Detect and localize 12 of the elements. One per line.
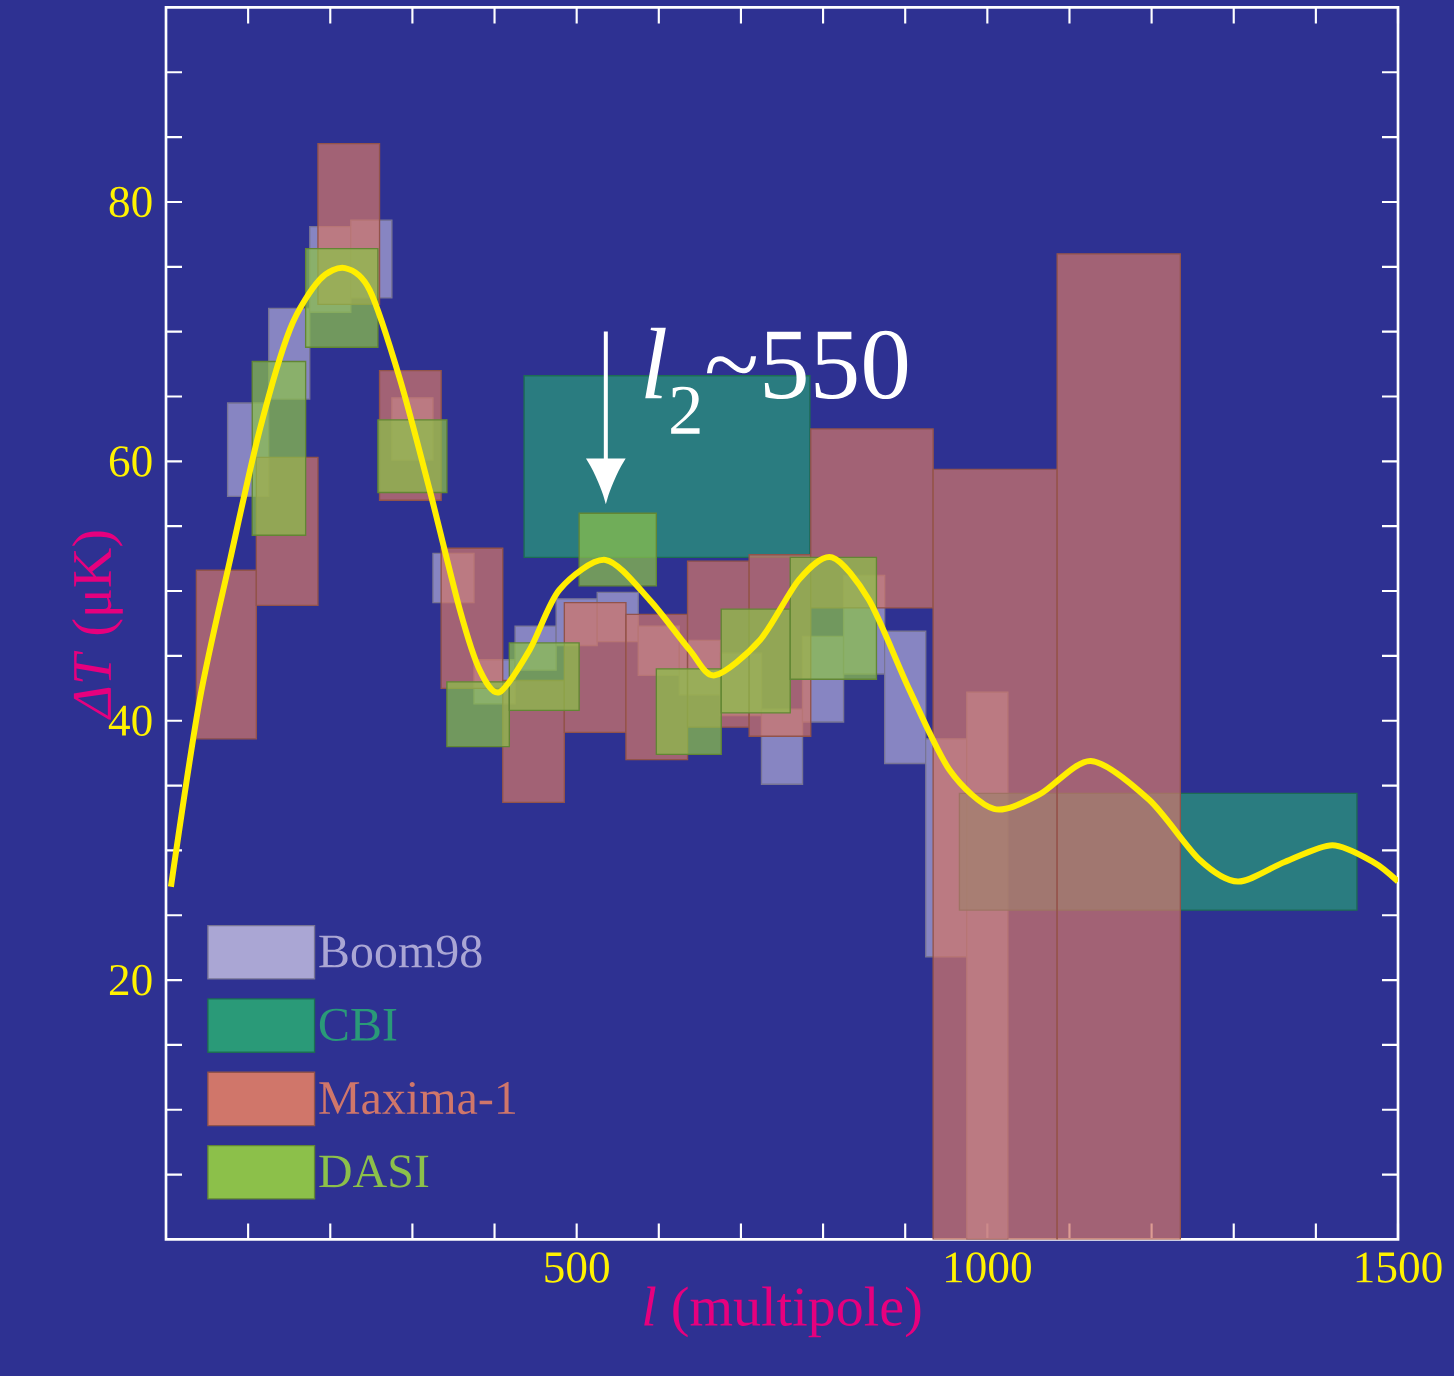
legend-label: Maxima-1 bbox=[319, 1082, 515, 1115]
y-tick-label: 20 bbox=[109, 964, 152, 996]
x-axis-title: l (multipole) bbox=[644, 1286, 921, 1338]
x-tick-label: 1000 bbox=[946, 1252, 1031, 1283]
legend-label: Boom98 bbox=[319, 935, 482, 968]
legend-label: CBI bbox=[319, 1008, 397, 1041]
legend-label: DASI bbox=[319, 1155, 429, 1188]
y-tick-label: 80 bbox=[109, 186, 152, 218]
x-tick-label: 500 bbox=[545, 1252, 609, 1283]
x-tick-label: 1500 bbox=[1356, 1252, 1442, 1283]
y-tick-label: 60 bbox=[109, 446, 152, 477]
annotation: l$_{2}$~550 bbox=[645, 327, 908, 434]
